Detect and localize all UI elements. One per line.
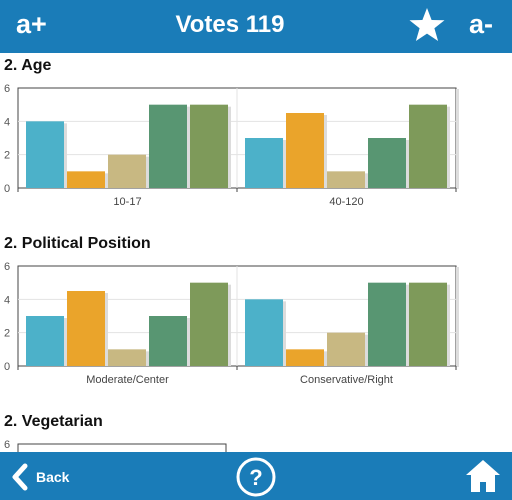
plot-shadow [456,89,459,189]
y-tick-label: 4 [4,294,10,306]
section-age: 2. Age 0 2 4 6 10-17 40-120 [0,53,512,223]
zoom-in-button[interactable]: a+ [16,9,47,39]
bar [327,332,365,366]
star-icon[interactable] [408,6,446,44]
y-tick-label: 6 [4,261,10,273]
bar [149,316,187,366]
age-chart: 0 2 4 6 10-17 40-120 [4,83,459,208]
bar [108,154,146,188]
bar [149,104,187,188]
political-position-chart: 0 2 4 6 Moderate/Center Conservative/Right [4,261,459,386]
bar [245,138,283,188]
bar [190,282,228,366]
section-political-position: 2. Political Position 0 2 4 6 Moderate/Cente… [0,231,512,401]
y-tick-label: 0 [4,183,10,195]
section-title: 2. Political Position [4,235,151,252]
x-tick-label: 10-17 [113,196,141,208]
x-tick-label: 40-120 [329,196,363,208]
plot-shadow [456,267,459,367]
x-tick-label: Conservative/Right [300,374,393,386]
bar [327,171,365,188]
bar [409,282,447,366]
bar [409,104,447,188]
vegetarian-chart: 6 [4,439,227,452]
section-vegetarian: 2. Vegetarian 6 [0,409,512,452]
back-button-label: Back [36,469,70,485]
chevron-left-icon [12,463,28,491]
bar [368,282,406,366]
bar [67,171,105,188]
y-tick-label: 2 [4,150,10,162]
y-tick-label: 6 [4,439,10,451]
section-title: 2. Age [4,57,52,74]
bar [190,104,228,188]
top-bar: a+ Votes 119 a- [0,0,512,53]
bottom-bar: Back ? [0,452,512,500]
help-label: ? [249,465,262,490]
results-content[interactable]: 2. Age 0 2 4 6 10-17 40-120 2. Political Posi… [0,53,512,452]
bar [286,113,324,188]
y-tick-label: 0 [4,361,10,373]
x-tick-label: Moderate/Center [86,374,169,386]
home-icon[interactable] [464,458,502,494]
back-button[interactable]: Back [10,462,69,492]
bar [26,121,64,188]
y-tick-label: 4 [4,116,10,128]
bar [245,299,283,366]
y-tick-label: 2 [4,328,10,340]
help-icon[interactable]: ? [236,457,276,497]
bar [108,349,146,366]
zoom-out-button[interactable]: a- [469,9,494,39]
bar [368,138,406,188]
y-tick-label: 6 [4,83,10,95]
section-title: 2. Vegetarian [4,413,103,430]
plot-area [17,443,227,452]
bar [286,349,324,366]
bar [67,291,105,366]
page-title: Votes 119 [175,11,285,38]
bar [26,316,64,366]
